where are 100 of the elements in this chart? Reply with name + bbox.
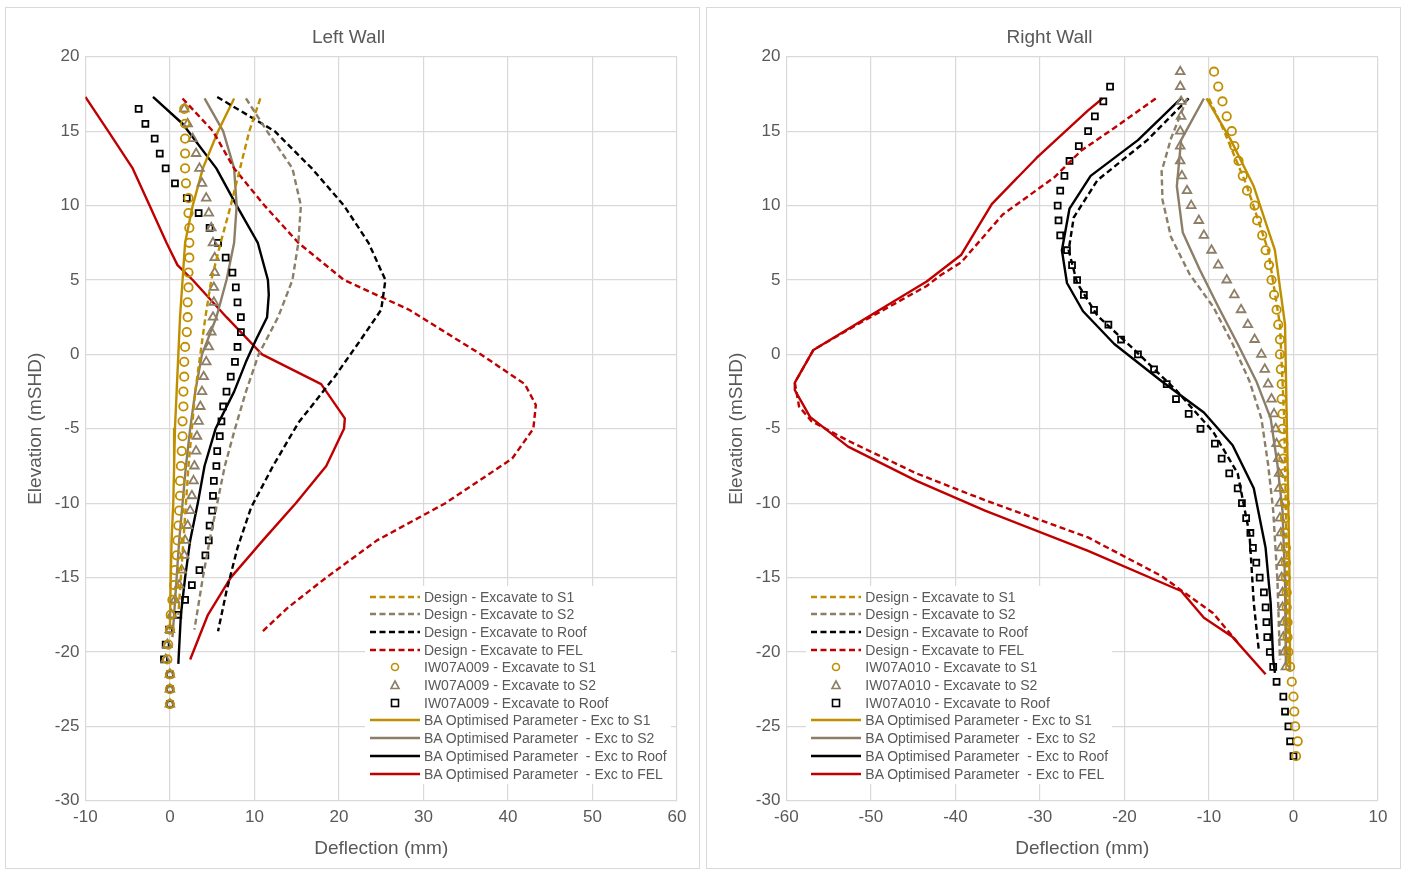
point	[208, 296, 220, 306]
point	[205, 224, 214, 232]
point	[1242, 318, 1254, 329]
point	[1288, 691, 1299, 702]
point	[182, 519, 193, 529]
x-tick-label: 10	[1368, 806, 1388, 826]
point	[1285, 661, 1296, 672]
y-tick-label: -25	[755, 716, 781, 736]
point	[188, 474, 199, 485]
point	[174, 505, 185, 516]
x-tick-label: -30	[1027, 806, 1053, 826]
x-axis-title: Deflection (mm)	[1015, 836, 1150, 858]
point	[1280, 572, 1291, 583]
point	[1266, 393, 1277, 403]
point	[1117, 335, 1125, 344]
point	[1241, 185, 1253, 196]
point	[1175, 80, 1186, 90]
point	[1084, 127, 1092, 136]
point	[186, 489, 198, 500]
point	[1277, 601, 1288, 611]
point	[1175, 95, 1187, 105]
point	[201, 192, 212, 202]
point	[1238, 499, 1246, 508]
point	[174, 610, 183, 619]
point	[1054, 216, 1063, 225]
point	[177, 431, 188, 442]
legend-label: IW07A010 - Excavate to S2	[865, 677, 1038, 694]
legend-label: IW07A009 - Excavate to S1	[424, 659, 596, 676]
point	[190, 445, 202, 455]
legend-label: Design - Excavate to S1	[865, 588, 1016, 605]
legend-label: BA Optimised Parameter - Exc to S1	[865, 712, 1092, 729]
point	[1208, 66, 1220, 77]
y-axis-title: Elevation (mSHD)	[23, 352, 45, 505]
point	[1275, 364, 1286, 375]
point	[1276, 556, 1287, 567]
point	[1106, 82, 1114, 91]
y-tick-label: -15	[54, 567, 80, 587]
point	[183, 282, 194, 293]
point	[201, 551, 210, 560]
point	[181, 326, 192, 338]
point	[1262, 378, 1274, 388]
legend-label: Design - Excavate to Roof	[865, 624, 1028, 641]
point	[182, 297, 193, 308]
point	[205, 521, 214, 530]
point	[233, 343, 242, 351]
point	[1099, 97, 1108, 106]
point	[169, 579, 180, 591]
point	[1281, 707, 1289, 716]
point	[208, 506, 217, 515]
point	[141, 119, 150, 128]
point	[1279, 468, 1290, 479]
point	[195, 566, 204, 575]
point	[1249, 333, 1260, 343]
y-tick-label: -30	[54, 790, 80, 810]
x-tick-label: -40	[943, 806, 968, 826]
legend-label: Design - Excavate to S1	[424, 588, 575, 605]
point	[1237, 170, 1248, 181]
point	[177, 416, 188, 427]
point	[228, 268, 237, 277]
chart-title: Right Wall	[1006, 25, 1093, 47]
point	[226, 372, 235, 381]
y-tick-label: -5	[64, 418, 80, 438]
point	[1090, 112, 1099, 121]
point	[174, 475, 186, 486]
point	[194, 209, 203, 217]
x-tick-label: -50	[858, 806, 884, 826]
point	[1278, 453, 1289, 464]
point	[194, 162, 205, 172]
point	[1273, 319, 1284, 330]
point	[237, 328, 245, 336]
point	[206, 326, 217, 336]
point	[1162, 380, 1171, 389]
point	[179, 371, 190, 382]
point	[1273, 482, 1285, 492]
point	[180, 163, 191, 174]
point	[1229, 288, 1240, 299]
point	[155, 149, 164, 158]
point	[178, 386, 189, 397]
point	[1289, 752, 1298, 761]
y-tick-label: -10	[54, 492, 80, 512]
point	[1235, 303, 1247, 314]
point	[209, 477, 218, 485]
point	[209, 491, 217, 500]
point	[1257, 230, 1268, 241]
point	[173, 520, 184, 531]
point	[179, 356, 190, 367]
point	[1068, 261, 1076, 269]
legend-label: BA Optimised Parameter - Exc to S2	[424, 730, 655, 747]
x-tick-label: 0	[165, 806, 175, 826]
point	[1290, 721, 1301, 732]
point	[1150, 365, 1158, 374]
point	[201, 355, 212, 366]
point	[171, 550, 182, 561]
point	[1274, 349, 1286, 360]
point	[1279, 512, 1291, 524]
point	[203, 207, 214, 217]
point	[1229, 140, 1240, 152]
point	[1272, 677, 1281, 686]
y-tick-label: 20	[60, 46, 80, 66]
point	[1226, 126, 1237, 137]
